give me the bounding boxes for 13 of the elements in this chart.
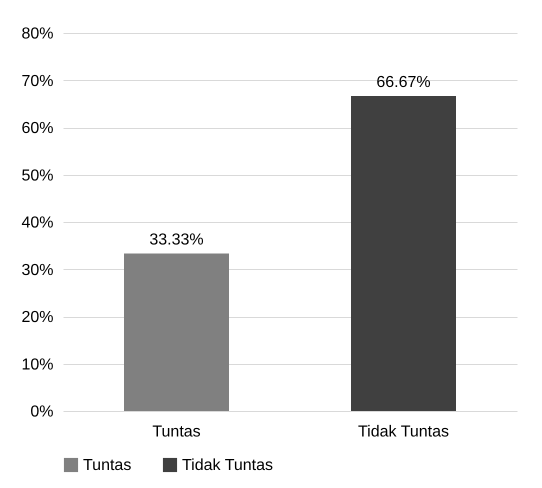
y-tick-label: 50% [21,167,54,184]
legend-label: Tuntas [83,457,132,474]
y-tick-label: 60% [21,120,54,137]
y-tick-label: 0% [30,404,54,420]
data-label: 33.33% [149,232,204,249]
legend-label: Tidak Tuntas [182,457,274,474]
y-tick-label: 30% [21,262,54,279]
y-tick-label: 10% [21,356,54,374]
y-tick-label: 70% [21,72,54,90]
y-tick-label: 20% [21,309,54,326]
y-tick-label: 80% [21,26,54,42]
data-label: 66.67% [376,74,431,91]
y-tick-label: 40% [21,214,54,232]
